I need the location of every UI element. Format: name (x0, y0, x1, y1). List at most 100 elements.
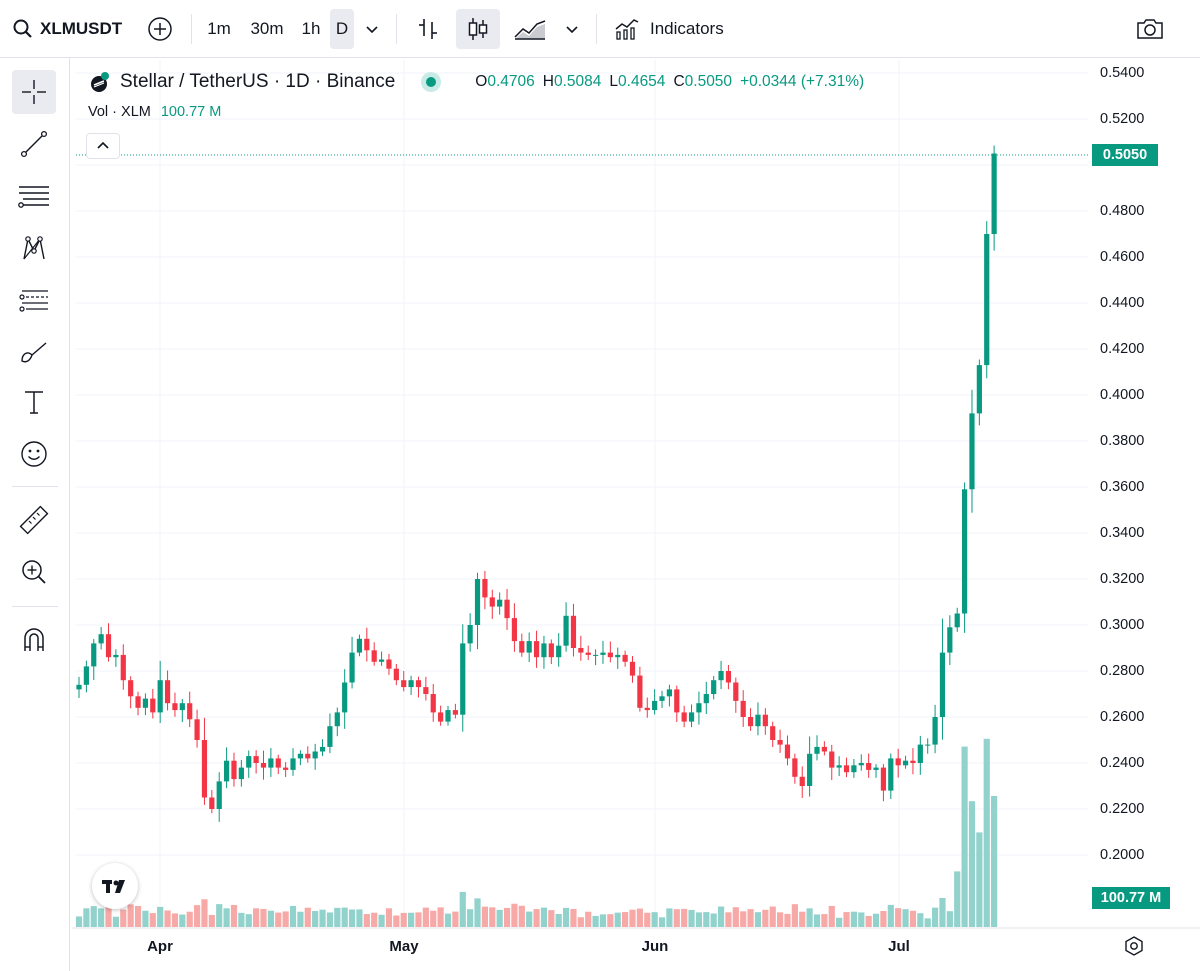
candle-body (954, 613, 960, 628)
interval-1m[interactable]: 1m (207, 19, 231, 38)
top-toolbar: XLMUSDT 1m 30m 1h D Indicators (0, 0, 1200, 58)
candle-body (947, 627, 953, 653)
candle-body (843, 765, 850, 773)
indicators-icon (615, 19, 639, 40)
volume-bar (98, 908, 105, 927)
price-tick: 0.4400 (1100, 295, 1145, 311)
volume-bar (319, 909, 326, 927)
compare-button[interactable] (142, 9, 178, 49)
candle-body (984, 234, 990, 366)
volume-bar (592, 915, 599, 927)
candle-body (556, 645, 562, 658)
bars-chart-type-button[interactable] (408, 9, 448, 49)
text-tool[interactable] (12, 380, 56, 424)
brush-tool[interactable] (12, 330, 56, 374)
indicators-button[interactable]: Indicators (608, 9, 742, 49)
volume-bar (917, 913, 924, 927)
candle-body (814, 746, 820, 754)
volume-bar (467, 909, 474, 927)
snapshot-button[interactable] (1130, 9, 1170, 49)
forecast-tool[interactable] (12, 278, 56, 322)
volume-bar (607, 914, 614, 927)
volume-bar (208, 915, 215, 927)
volume-bar (747, 909, 754, 927)
candle-body (194, 719, 200, 740)
candle-body (578, 648, 584, 653)
crosshair-tool[interactable] (12, 70, 56, 114)
measure-tool[interactable] (12, 498, 56, 542)
price-tick: 0.2400 (1100, 755, 1145, 771)
volume-bar (968, 801, 976, 927)
volume-bar (112, 916, 119, 927)
pattern-tool[interactable] (12, 226, 56, 270)
candle-body (408, 680, 414, 688)
volume-label[interactable]: Vol · XLM (88, 104, 151, 120)
crosshair-icon (22, 80, 46, 104)
price-tick: 0.3400 (1100, 525, 1145, 541)
volume-legend: Vol · XLM 100.77 M (88, 104, 221, 120)
interval-dropdown[interactable] (358, 9, 386, 49)
volume-bar (784, 913, 791, 927)
tradingview-logo[interactable] (92, 863, 138, 909)
magnet-icon (24, 628, 44, 651)
fib-retracement-tool[interactable] (12, 174, 56, 218)
volume-bar (644, 912, 651, 927)
candle-body (858, 763, 864, 766)
volume-bar (540, 907, 548, 927)
candle-body (238, 767, 244, 780)
candle-body (976, 365, 982, 414)
volume-bar (371, 912, 378, 927)
symbol-search[interactable]: XLMUSDT (12, 0, 122, 58)
legend-title[interactable]: Stellar / TetherUS · 1D · Binance (120, 71, 396, 92)
emoji-icon (21, 441, 47, 467)
volume-bar (430, 910, 437, 927)
emoji-tool[interactable] (12, 432, 56, 476)
volume-bar (518, 905, 525, 927)
volume-bar (275, 912, 282, 927)
interval-30m[interactable]: 30m (250, 19, 284, 38)
zoom-in-tool[interactable] (12, 550, 56, 594)
volume-bar (415, 912, 422, 927)
candle-body (371, 650, 377, 662)
area-chart-type-button[interactable] (508, 9, 552, 49)
toolbar-divider (12, 486, 58, 487)
volume-bar (75, 916, 83, 927)
volume-last-badge: 100.77 M (1092, 887, 1170, 909)
camera-icon (1137, 19, 1163, 39)
bar-chart-icon (419, 19, 437, 39)
interval-1h[interactable]: 1h (301, 19, 321, 38)
time-label-may: May (389, 938, 419, 955)
volume-bar (171, 913, 179, 927)
volume-bar (695, 912, 703, 927)
volume-value: 100.77 M (160, 104, 222, 120)
trend-line-tool[interactable] (12, 122, 56, 166)
chevron-down-icon (566, 26, 578, 34)
candles-chart-type-button[interactable] (456, 9, 500, 49)
volume-bar (843, 912, 850, 927)
candle-body (902, 760, 909, 766)
candle-body (740, 700, 746, 717)
open-label: O (475, 73, 488, 90)
candle-body (157, 680, 163, 713)
volume-bar (83, 908, 90, 927)
collapse-legend-button[interactable] (86, 133, 120, 159)
candle-body (792, 758, 798, 777)
trend-line-icon (20, 130, 48, 158)
candle-body (866, 763, 872, 770)
candle-body (349, 652, 355, 683)
interval-d[interactable]: D (330, 9, 354, 49)
candle-body (644, 707, 650, 711)
price-tick: 0.2200 (1100, 801, 1145, 817)
chart-type-dropdown[interactable] (558, 9, 586, 49)
candle-body (821, 746, 827, 752)
candle-body (991, 153, 997, 234)
candle-body (460, 643, 466, 715)
volume-bar (732, 907, 739, 927)
magnet-tool[interactable] (12, 618, 56, 662)
volume-bar (496, 909, 503, 927)
volume-bar (577, 917, 584, 927)
candle-body (688, 712, 695, 722)
volume-bar (134, 905, 142, 927)
chart-settings-button[interactable] (1122, 934, 1146, 958)
